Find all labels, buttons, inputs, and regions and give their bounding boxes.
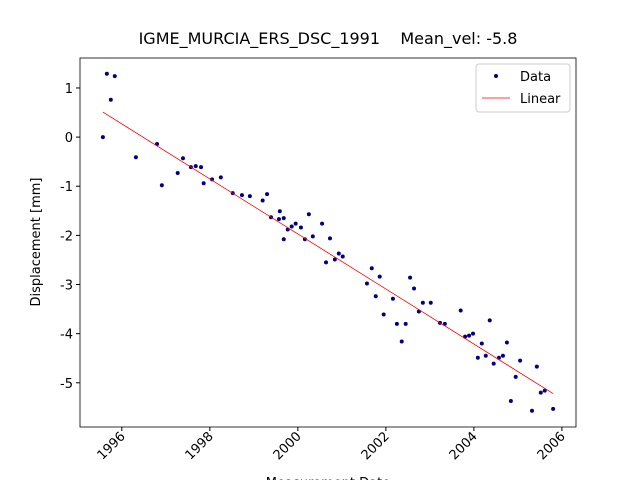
data-point [302,237,307,242]
data-point [239,193,244,198]
data-point [428,300,433,305]
data-point [412,286,417,291]
data-point [381,312,386,317]
x-tick-label: 2002 [359,429,393,463]
data-point [327,236,332,241]
data-point [551,406,556,411]
y-tick-label: -3 [60,279,73,294]
data-point [420,300,425,305]
data-point [403,321,408,326]
data-point [508,398,513,403]
plot-frame [79,57,577,428]
data-point [479,341,484,346]
y-tick-label: 0 [65,131,73,146]
data-point [458,308,463,313]
data-point [133,155,138,160]
data-point [281,237,286,242]
data-point [199,165,204,170]
data-point [298,225,303,230]
data-point [277,209,282,214]
data-point [487,318,492,323]
data-point [336,251,341,256]
y-tick-label: 1 [65,82,73,97]
data-point [104,71,109,76]
x-tick-label: 2006 [535,429,569,463]
data-point [377,274,382,279]
data-point [260,198,265,203]
data-point [483,353,488,358]
x-axis-label: Measurement Date [266,476,390,480]
data-point [175,170,180,175]
data-point [538,390,543,395]
legend: Data Linear [475,63,571,113]
y-tick-label: -5 [60,377,73,392]
data-point [529,408,534,413]
data-point [180,156,185,161]
data-point [108,97,113,102]
data-point [394,321,399,326]
data-point [500,353,505,358]
x-tick-label: 1998 [183,429,217,463]
fit-line [102,111,554,394]
legend-box [475,63,571,113]
data-point [210,177,215,182]
data-point [306,212,311,217]
data-point [408,275,413,280]
y-tick-label: -2 [60,229,73,244]
x-tick-label: 2000 [271,429,305,463]
data-point [320,221,325,226]
data-point [504,340,509,345]
data-point [475,355,480,360]
data-point [324,260,329,265]
data-point [518,358,523,363]
y-axis-label: Displacement [mm] [29,178,44,307]
data-point [364,281,369,286]
data-point [542,388,547,393]
y-tick-label: -1 [60,180,73,195]
legend-label: Data [520,70,551,85]
data-point [218,175,223,180]
data-point [399,339,404,344]
data-point [276,217,281,222]
data-point [100,135,105,140]
legend-label: Linear [520,92,561,107]
data-point [332,257,337,262]
data-point [471,331,476,336]
data-point [201,181,206,186]
data-point [310,234,315,239]
x-tick-label: 1996 [95,429,129,463]
data-point [340,254,345,259]
y-tick-label: -4 [60,328,73,343]
data-point [369,266,374,271]
data-point [373,294,378,299]
data-point [491,361,496,366]
data-point [289,224,294,229]
legend-marker [494,74,498,78]
data-point [265,192,270,197]
data-point [293,221,298,226]
data-point [281,216,286,221]
data-point [390,296,395,301]
data-point [534,364,539,369]
data-point [159,183,164,188]
chart-title: IGME_MURCIA_ERS_DSC_1991 Mean_vel: -5.8 [139,29,518,49]
data-point [112,74,117,79]
data-point [467,333,472,338]
x-tick-label: 2004 [447,429,481,463]
data-point [513,374,518,379]
data-point [247,194,252,199]
data-point [193,164,198,169]
